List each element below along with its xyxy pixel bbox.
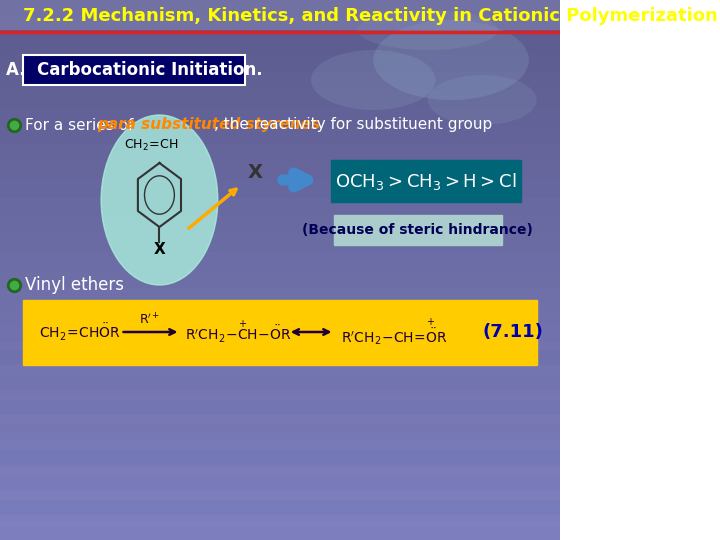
Ellipse shape bbox=[101, 115, 217, 285]
Bar bbox=[0, 17, 560, 36]
Bar bbox=[0, 71, 560, 90]
Bar bbox=[0, 233, 560, 252]
Ellipse shape bbox=[428, 75, 536, 125]
Bar bbox=[0, 287, 560, 306]
Bar bbox=[0, 215, 560, 234]
Bar bbox=[0, 377, 560, 396]
Bar bbox=[0, 525, 560, 540]
Bar bbox=[0, 450, 560, 465]
Text: , the reactivity for substituent group: , the reactivity for substituent group bbox=[214, 118, 492, 132]
Bar bbox=[0, 521, 560, 540]
Bar bbox=[0, 107, 560, 126]
Bar bbox=[0, 0, 560, 30]
Text: para substituted styrenes: para substituted styrenes bbox=[97, 118, 320, 132]
Ellipse shape bbox=[374, 20, 529, 100]
FancyBboxPatch shape bbox=[335, 215, 502, 245]
Bar bbox=[0, 197, 560, 216]
Bar bbox=[0, 161, 560, 180]
FancyBboxPatch shape bbox=[330, 160, 521, 202]
Bar bbox=[0, 305, 560, 324]
Ellipse shape bbox=[311, 50, 436, 110]
Bar bbox=[0, 125, 560, 144]
Text: 7.2.2 Mechanism, Kinetics, and Reactivity in Cationic Polymerization: 7.2.2 Mechanism, Kinetics, and Reactivit… bbox=[23, 7, 718, 25]
Bar bbox=[0, 400, 560, 415]
Text: $\rm CH_2\!=\!CH$: $\rm CH_2\!=\!CH$ bbox=[125, 138, 179, 152]
Bar bbox=[0, 341, 560, 360]
Bar bbox=[0, 375, 560, 390]
Bar bbox=[0, 475, 560, 490]
Bar bbox=[0, 0, 560, 18]
Bar bbox=[0, 269, 560, 288]
Bar bbox=[0, 350, 560, 365]
Text: X: X bbox=[153, 242, 166, 258]
Text: $\rm R^{\prime+}$: $\rm R^{\prime+}$ bbox=[139, 312, 160, 328]
Text: (7.11): (7.11) bbox=[482, 323, 543, 341]
Text: X: X bbox=[248, 163, 262, 181]
Text: $\rm OCH_3 > CH_3 > H > Cl$: $\rm OCH_3 > CH_3 > H > Cl$ bbox=[335, 171, 516, 192]
Text: (Because of steric hindrance): (Because of steric hindrance) bbox=[302, 223, 533, 237]
Ellipse shape bbox=[358, 10, 498, 50]
Bar bbox=[0, 503, 560, 522]
Bar bbox=[0, 485, 560, 504]
Text: A.  Carbocationic Initiation.: A. Carbocationic Initiation. bbox=[6, 61, 263, 79]
Bar bbox=[0, 425, 560, 440]
Bar bbox=[0, 53, 560, 72]
Text: $\rm R^{\prime}CH_2\!-\!\overset{+}{C}H\!-\!\ddot{O}R$: $\rm R^{\prime}CH_2\!-\!\overset{+}{C}H\… bbox=[185, 319, 292, 346]
Bar bbox=[0, 251, 560, 270]
Text: Vinyl ethers: Vinyl ethers bbox=[25, 276, 124, 294]
Bar bbox=[0, 35, 560, 54]
Bar bbox=[0, 395, 560, 414]
Bar bbox=[0, 467, 560, 486]
Bar bbox=[0, 449, 560, 468]
Bar bbox=[0, 179, 560, 198]
Bar bbox=[0, 500, 560, 515]
Bar bbox=[0, 431, 560, 450]
Text: $\rm CH_2\!=\!CH\ddot{O}R$: $\rm CH_2\!=\!CH\ddot{O}R$ bbox=[39, 321, 120, 342]
Bar bbox=[0, 143, 560, 162]
Bar bbox=[0, 359, 560, 378]
Bar bbox=[0, 89, 560, 108]
Text: For a series of: For a series of bbox=[25, 118, 138, 132]
Bar bbox=[0, 413, 560, 432]
Bar bbox=[0, 323, 560, 342]
FancyBboxPatch shape bbox=[23, 55, 245, 85]
Text: $\rm R^{\prime}CH_2\!-\!CH\!=\!\overset{+}{\ddot{O}}R$: $\rm R^{\prime}CH_2\!-\!CH\!=\!\overset{… bbox=[341, 316, 448, 348]
FancyBboxPatch shape bbox=[23, 300, 536, 365]
